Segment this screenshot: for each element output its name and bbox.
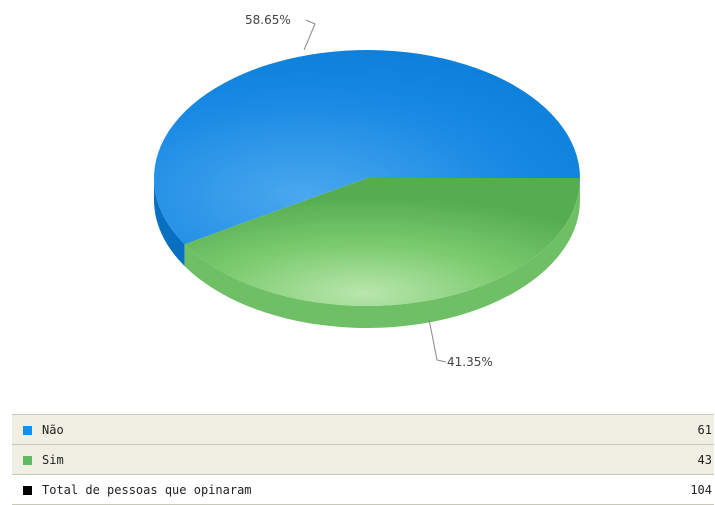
- legend-label-total: Total de pessoas que opinaram: [42, 474, 646, 505]
- legend-swatch-total: [22, 485, 32, 495]
- legend-swatch-sim: [22, 455, 32, 465]
- legend-table: Não 61 Sim 43 Total de pessoas que opina…: [12, 414, 714, 505]
- legend-value-sim: 43: [645, 444, 714, 475]
- pie-slice-side-sim: [184, 178, 581, 329]
- pie-slice-nao: [154, 50, 580, 245]
- leader-line-sim: [428, 318, 447, 363]
- pie-slice-sim: [184, 178, 581, 307]
- pct-label-sim: 41.35%: [447, 355, 493, 369]
- pie-slice-side-no: [154, 178, 185, 267]
- legend-row-total: Total de pessoas que opinaram 104: [12, 474, 714, 505]
- legend-label-nao: Não: [42, 414, 646, 445]
- legend-value-nao: 61: [645, 414, 714, 445]
- legend-row-sim: Sim 43: [12, 444, 714, 475]
- pie-chart: 58.65% 41.35%: [154, 13, 581, 369]
- legend-row-nao: Não 61: [12, 414, 714, 445]
- legend-swatch-nao: [22, 425, 32, 435]
- pct-label-nao: 58.65%: [245, 13, 291, 27]
- legend-value-total: 104: [645, 474, 714, 505]
- legend-label-sim: Sim: [42, 444, 646, 475]
- leader-line-nao: [303, 19, 316, 51]
